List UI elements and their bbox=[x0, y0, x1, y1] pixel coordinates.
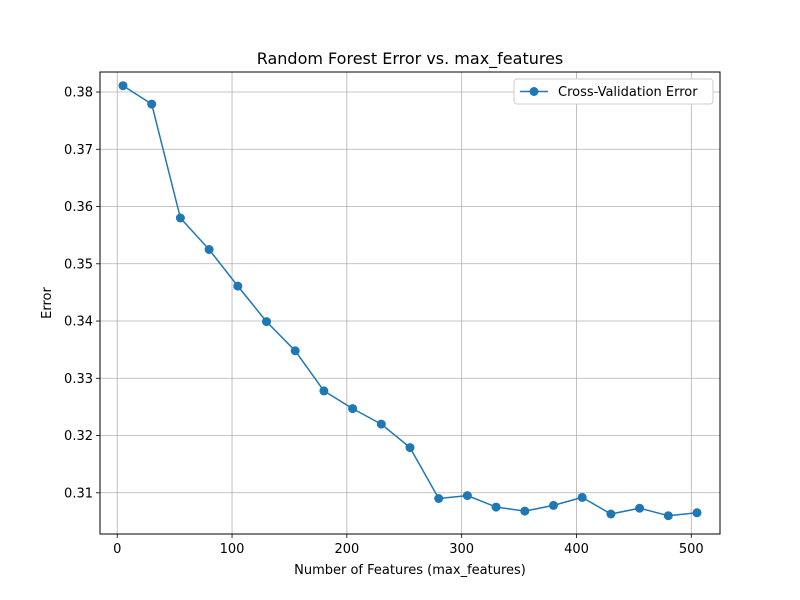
data-point bbox=[577, 492, 587, 502]
data-point bbox=[635, 503, 645, 513]
x-tick-label: 500 bbox=[679, 542, 704, 557]
data-point bbox=[175, 213, 185, 223]
y-tick-label: 0.32 bbox=[64, 429, 93, 444]
data-point bbox=[491, 502, 501, 512]
data-point bbox=[204, 245, 214, 254]
y-axis-label: Error bbox=[40, 287, 55, 319]
data-point bbox=[319, 386, 329, 396]
data-point bbox=[606, 509, 616, 519]
x-tick-label: 300 bbox=[449, 542, 474, 557]
data-point bbox=[405, 443, 415, 453]
x-tick-label: 400 bbox=[564, 542, 589, 557]
y-tick-label: 0.36 bbox=[64, 200, 93, 215]
data-point bbox=[348, 404, 358, 414]
y-tick-label: 0.31 bbox=[64, 486, 93, 501]
y-tick-label: 0.35 bbox=[64, 257, 93, 272]
grid bbox=[100, 72, 720, 534]
legend: Cross-Validation Error bbox=[513, 78, 714, 105]
data-point bbox=[290, 346, 300, 356]
x-tick-label: 200 bbox=[334, 542, 359, 557]
legend-label: Cross-Validation Error bbox=[558, 85, 698, 100]
x-tick-label: 100 bbox=[220, 542, 245, 557]
data-point bbox=[462, 491, 472, 501]
data-point bbox=[549, 500, 558, 510]
data-point bbox=[118, 81, 128, 91]
data-point bbox=[520, 506, 530, 516]
y-tick-label: 0.34 bbox=[64, 315, 93, 330]
axis-ticks: 0 100 200 300 400 500 0.31 0.32 0.33 0.34 0.35 0.36… bbox=[64, 86, 704, 557]
legend-box bbox=[513, 78, 714, 105]
plot-frame bbox=[99, 71, 721, 535]
data-point bbox=[663, 511, 673, 521]
series-layer bbox=[118, 81, 702, 521]
data-point bbox=[692, 508, 702, 518]
data-point bbox=[147, 99, 157, 109]
y-tick-label: 0.38 bbox=[64, 86, 93, 101]
x-axis-label: Number of Features (max_features) bbox=[294, 563, 526, 578]
data-point bbox=[376, 419, 386, 429]
x-tick-label: 0 bbox=[113, 542, 121, 557]
data-point bbox=[434, 494, 444, 503]
data-point bbox=[262, 317, 271, 327]
legend-marker-swatch bbox=[529, 87, 539, 96]
y-tick-label: 0.37 bbox=[64, 143, 93, 158]
chart-title: Random Forest Error vs. max_features bbox=[257, 49, 564, 69]
data-point bbox=[233, 281, 243, 291]
y-tick-label: 0.33 bbox=[64, 372, 93, 387]
